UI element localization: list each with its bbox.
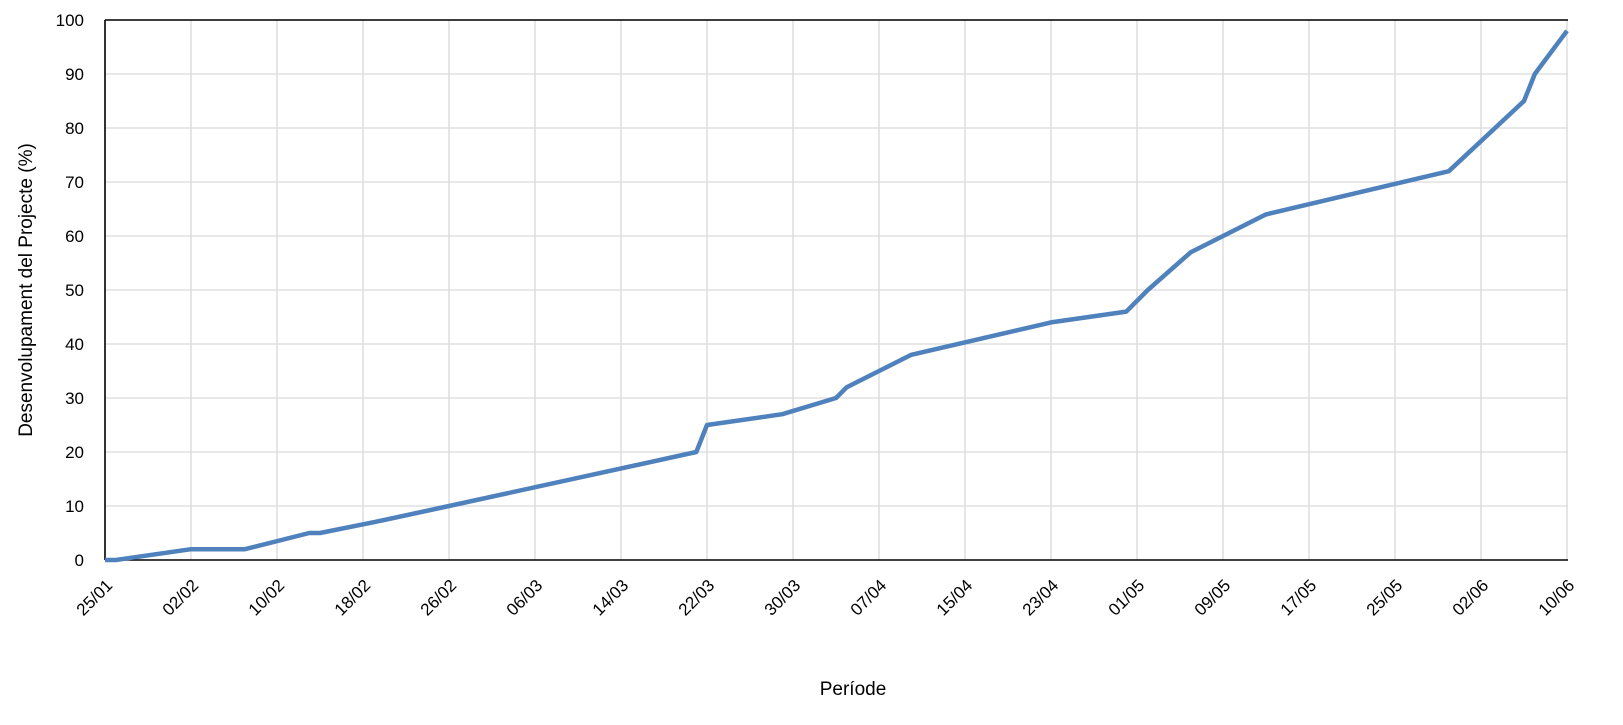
y-tick-label: 80 [65,119,84,138]
x-tick-label: 22/03 [675,576,719,620]
y-tick-label: 70 [65,173,84,192]
y-tick-label: 100 [56,11,84,30]
x-tick-label: 06/03 [503,576,547,620]
y-tick-label: 30 [65,389,84,408]
x-tick-label: 09/05 [1191,576,1235,620]
y-tick-label: 10 [65,497,84,516]
x-tick-label: 26/02 [417,576,461,620]
y-tick-label: 50 [65,281,84,300]
x-tick-label: 25/05 [1363,576,1407,620]
series-layer [105,29,1569,563]
x-tick-label: 14/03 [589,576,633,620]
y-axis-title: Desenvolupament del Projecte (%) [16,143,37,437]
gridlines [105,19,1568,560]
y-tick-label: 60 [65,227,84,246]
x-axis-title: Període [820,679,887,700]
x-tick-label: 02/02 [159,576,203,620]
x-tick-label: 02/06 [1449,576,1493,620]
x-tick-label: 10/02 [245,576,289,620]
y-tick-label: 20 [65,443,84,462]
x-tick-label: 17/05 [1277,576,1321,620]
x-tick-label: 18/02 [331,576,375,620]
y-tick-labels: 0 10 20 30 40 50 60 70 80 90 100 [56,11,84,570]
x-tick-label: 23/04 [1019,576,1063,620]
y-tick-label: 40 [65,335,84,354]
y-tick-label: 0 [75,551,84,570]
progress-line [105,29,1569,563]
x-tick-label: 30/03 [761,576,805,620]
x-tick-label: 01/05 [1105,576,1149,620]
x-tick-labels: 25/01 02/02 10/02 18/02 26/02 06/03 14/03 22/03… [73,576,1579,620]
x-tick-label: 10/06 [1535,576,1579,620]
y-tick-label: 90 [65,65,84,84]
x-tick-label: 15/04 [933,576,977,620]
axes [104,19,1568,561]
x-tick-label: 07/04 [847,576,891,620]
x-tick-label: 25/01 [73,576,117,620]
